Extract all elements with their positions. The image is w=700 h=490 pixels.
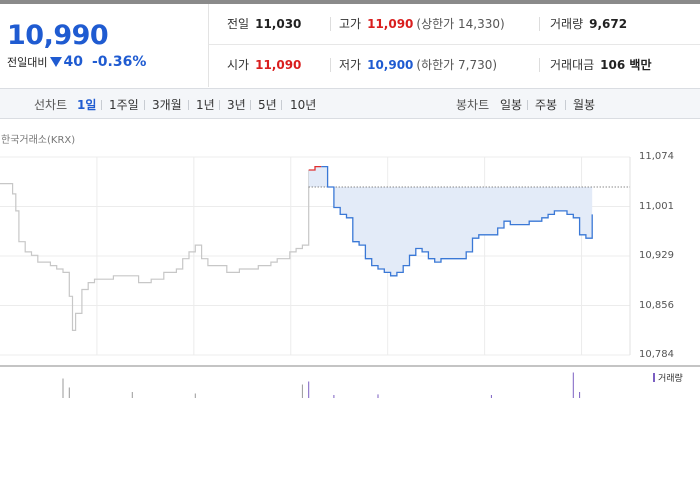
low-cell: 저가 10,900 (하한가 7,730) <box>339 56 497 73</box>
line-chart-title: 선차트 <box>34 98 68 112</box>
tab-divider <box>250 100 251 110</box>
tab-5year[interactable]: 5년 <box>258 98 277 112</box>
tab-1year[interactable]: 1년 <box>196 98 215 112</box>
tab-daily-candle[interactable]: 일봉 <box>500 98 523 112</box>
change-value: 40 <box>63 54 83 70</box>
quote-summary: 10,990 전일대비 40 -0.36% <box>0 4 208 87</box>
open-cell: 시가 11,090 <box>227 56 301 73</box>
volume-label: 거래량 <box>550 17 584 31</box>
high-cell: 고가 11,090 (상한가 14,330) <box>339 15 505 32</box>
volume-legend: 거래량 <box>653 371 683 384</box>
today-area <box>308 166 593 276</box>
prev-close-cell: 전일 11,030 <box>227 15 301 32</box>
top-border <box>0 0 700 4</box>
today-line-up <box>308 165 322 171</box>
amount-label: 거래대금 <box>550 58 595 72</box>
volume-cell: 거래량 9,672 <box>550 15 627 32</box>
upper-limit: (상한가 14,330) <box>416 17 505 31</box>
y-tick-label: 10,929 <box>639 250 674 261</box>
current-price: 10,990 <box>7 20 109 51</box>
tab-1week[interactable]: 1주일 <box>109 98 139 112</box>
y-tick-label: 11,001 <box>639 201 674 212</box>
info-row-1: 전일 11,030 고가 11,090 (상한가 14,330) 거래량 9,672 <box>209 4 700 45</box>
prev-day-line <box>0 170 310 331</box>
tab-divider <box>281 100 282 110</box>
divider <box>330 58 331 72</box>
tab-1day[interactable]: 1일 <box>77 98 97 112</box>
change-rate: -0.36% <box>91 54 147 70</box>
info-row-2: 시가 11,090 저가 10,900 (하한가 7,730) 거래대금 106 백만 <box>209 45 700 86</box>
price-info-grid: 전일 11,030 고가 11,090 (상한가 14,330) 거래량 9,672 시… <box>208 4 700 87</box>
today-line <box>321 165 593 277</box>
y-tick-label: 10,856 <box>639 300 674 311</box>
tab-3month[interactable]: 3개월 <box>152 98 182 112</box>
tab-weekly-candle[interactable]: 주봉 <box>535 98 558 112</box>
amount-value: 106 백만 <box>600 58 652 72</box>
candle-chart-title: 봉차트 <box>456 98 490 112</box>
tab-divider <box>144 100 145 110</box>
exchange-source: 한국거래소(KRX) <box>1 135 76 146</box>
low-value: 10,900 <box>367 58 414 72</box>
volume-value: 9,672 <box>589 17 628 31</box>
chart-tab-bar: 선차트 1일 1주일 3개월 1년 3년 5년 10년 봉차트 일봉 주봉 월봉 <box>0 88 700 119</box>
tab-3year[interactable]: 3년 <box>227 98 246 112</box>
tab-10year[interactable]: 10년 <box>290 98 317 112</box>
divider <box>330 17 331 31</box>
high-value: 11,090 <box>367 17 414 31</box>
change-label: 전일대비 <box>7 56 48 69</box>
tab-divider <box>219 100 220 110</box>
change-row: 전일대비 40 -0.36% <box>7 54 146 70</box>
down-triangle-icon <box>50 57 63 67</box>
prev-close-label: 전일 <box>227 17 250 31</box>
prev-close-value: 11,030 <box>255 17 302 31</box>
divider <box>539 17 540 31</box>
divider <box>539 58 540 72</box>
open-value: 11,090 <box>255 58 302 72</box>
high-label: 고가 <box>339 17 362 31</box>
open-label: 시가 <box>227 58 250 72</box>
tab-divider <box>188 100 189 110</box>
y-tick-label: 11,074 <box>639 151 674 162</box>
amount-cell: 거래대금 106 백만 <box>550 56 651 73</box>
lower-limit: (하한가 7,730) <box>416 58 498 72</box>
y-tick-label: 10,784 <box>639 349 674 360</box>
low-label: 저가 <box>339 58 362 72</box>
tab-divider <box>101 100 102 110</box>
tab-monthly-candle[interactable]: 월봉 <box>573 98 596 112</box>
tab-divider <box>565 100 566 110</box>
tab-divider <box>527 100 528 110</box>
